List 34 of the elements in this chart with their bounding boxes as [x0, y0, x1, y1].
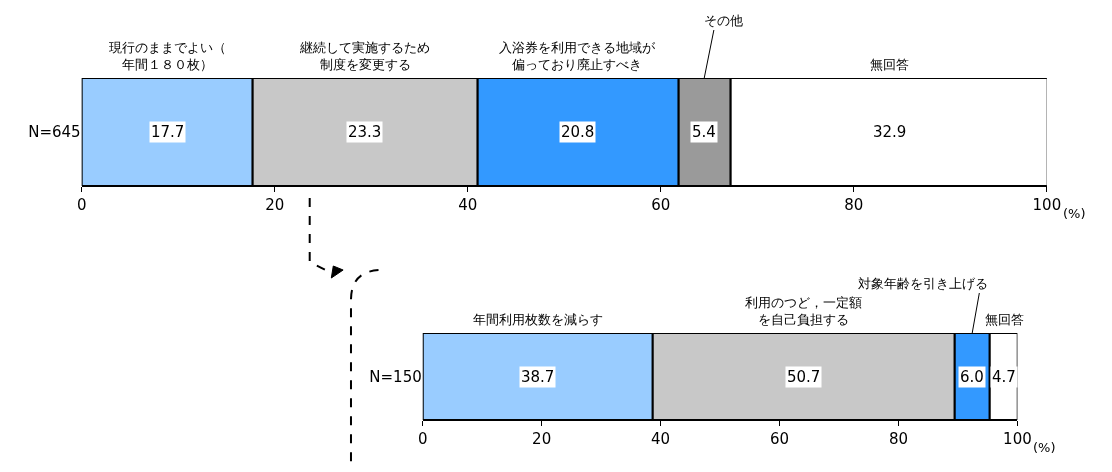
- series-label: 年間利用枚数を減らす: [473, 312, 603, 327]
- text: 対象年齢を引き上げる: [858, 276, 988, 291]
- x-tick-label: 0: [76, 196, 87, 214]
- text: その他: [704, 13, 743, 28]
- y-tick-label: N=645: [28, 123, 81, 142]
- text: (%): [1033, 440, 1056, 455]
- x-tick-label: 20: [265, 196, 285, 214]
- x-tick-label: 20: [532, 430, 552, 448]
- y-tick-label: N=150: [369, 367, 422, 386]
- series-label: 入浴券を利用できる地域が偏っており廃止すべき: [499, 40, 656, 72]
- x-tick-label: 60: [769, 430, 790, 448]
- data-label: 4.7: [992, 368, 1016, 386]
- data-label: 32.9: [873, 123, 907, 141]
- x-tick-label: 0: [417, 430, 428, 448]
- x-tick-label: 80: [888, 430, 909, 448]
- series-label: 利用のつど，一定額を自己負担する: [745, 295, 862, 327]
- data-label: 20.8: [561, 123, 595, 141]
- data-label: 50.7: [787, 368, 821, 386]
- data-label: 17.7: [151, 123, 185, 141]
- x-tick-label: 100: [1032, 196, 1062, 214]
- series-label: 継続して実施するため制度を変更する: [299, 40, 430, 72]
- x-tick-label: 100: [1003, 430, 1032, 448]
- series-label: 無回答: [870, 57, 909, 72]
- series-label: 現行のままでよい（年間１８０枚）: [109, 40, 226, 72]
- data-label: 23.3: [348, 123, 382, 141]
- data-label: 38.7: [521, 368, 555, 386]
- x-tick-label: 40: [651, 430, 671, 448]
- x-tick-label: 60: [651, 196, 671, 214]
- x-tick-label: 80: [844, 196, 864, 214]
- data-label: 5.4: [692, 123, 716, 141]
- series-label: 無回答: [985, 312, 1024, 327]
- x-tick-label: 40: [458, 196, 478, 214]
- text: (%): [1063, 206, 1086, 221]
- data-label: 6.0: [960, 368, 984, 386]
